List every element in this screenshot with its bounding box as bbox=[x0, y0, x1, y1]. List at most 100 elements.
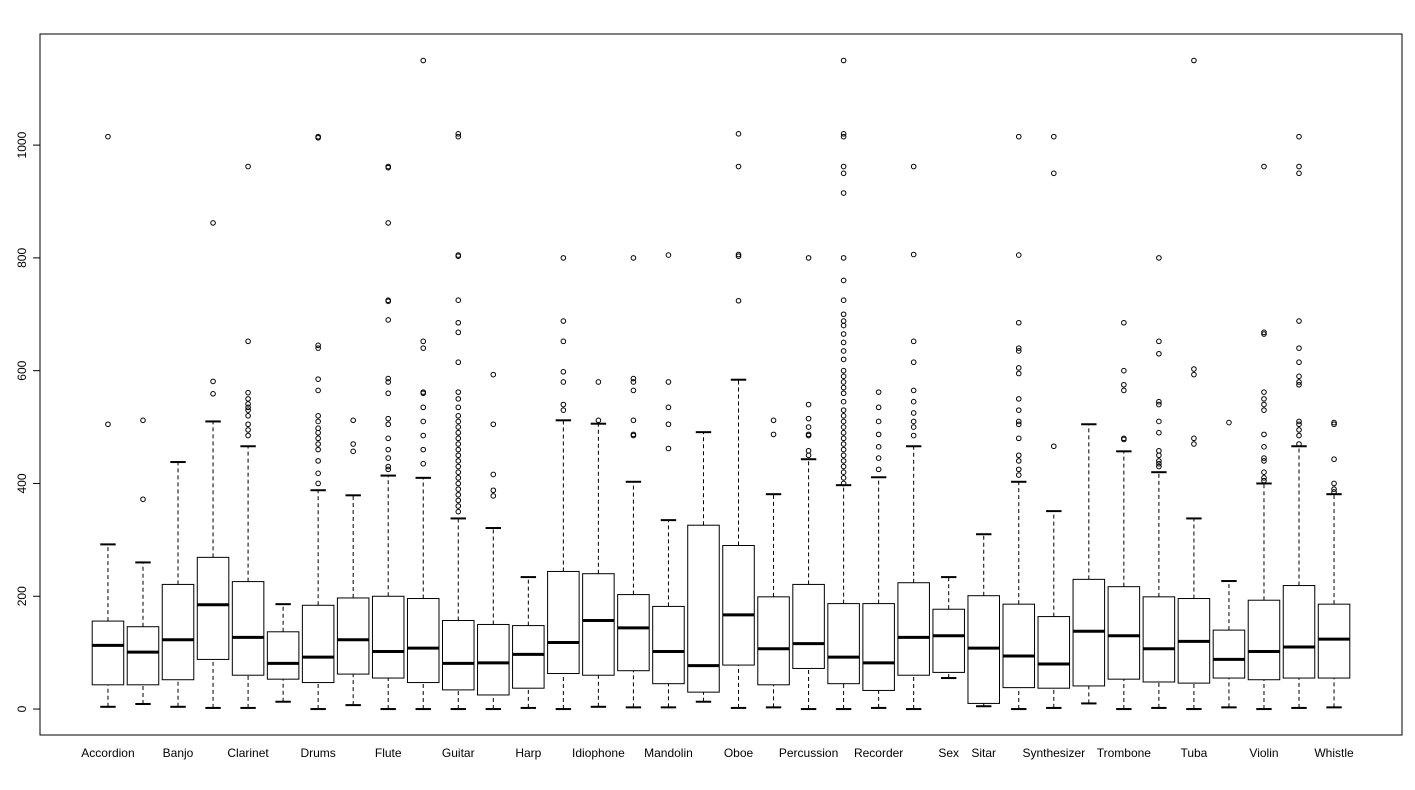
x-tick-label: Sex bbox=[938, 746, 959, 760]
outlier bbox=[1261, 475, 1267, 481]
outlier bbox=[1261, 469, 1267, 475]
outlier bbox=[560, 379, 567, 385]
outlier bbox=[1331, 456, 1337, 463]
outlier bbox=[455, 435, 462, 442]
outlier bbox=[385, 390, 392, 397]
outlier bbox=[385, 446, 392, 453]
outlier bbox=[1121, 436, 1127, 443]
outlier bbox=[245, 421, 251, 428]
outlier bbox=[315, 429, 321, 436]
outlier bbox=[840, 435, 847, 442]
outlier bbox=[840, 297, 847, 303]
outlier bbox=[1191, 371, 1197, 378]
outlier bbox=[840, 318, 847, 324]
outlier bbox=[455, 131, 462, 137]
outlier bbox=[875, 466, 882, 473]
outlier bbox=[875, 431, 882, 438]
outlier bbox=[560, 407, 567, 413]
outlier bbox=[1261, 163, 1267, 170]
plot-frame bbox=[39, 33, 1403, 736]
outlier bbox=[1015, 252, 1022, 258]
outlier bbox=[735, 163, 742, 170]
outlier bbox=[840, 424, 847, 430]
box bbox=[512, 625, 545, 689]
outlier bbox=[385, 463, 392, 470]
outlier bbox=[840, 131, 847, 137]
outlier bbox=[840, 441, 847, 447]
outlier bbox=[735, 253, 742, 259]
outlier bbox=[840, 356, 847, 363]
outlier bbox=[385, 317, 392, 323]
outlier bbox=[455, 452, 462, 459]
outlier bbox=[1261, 396, 1267, 402]
outlier bbox=[910, 418, 917, 425]
outlier bbox=[805, 447, 812, 454]
outlier bbox=[840, 57, 847, 64]
outlier bbox=[840, 170, 847, 177]
outlier bbox=[840, 348, 847, 354]
outlier bbox=[840, 379, 847, 385]
outlier bbox=[1331, 419, 1337, 426]
outlier bbox=[1261, 431, 1267, 438]
outlier bbox=[910, 359, 917, 366]
outlier bbox=[910, 410, 917, 416]
outlier bbox=[630, 387, 637, 394]
outlier bbox=[840, 463, 847, 470]
outlier bbox=[455, 404, 462, 411]
outlier bbox=[630, 432, 637, 439]
outlier bbox=[910, 163, 917, 170]
outlier bbox=[490, 421, 497, 428]
outlier bbox=[1050, 170, 1057, 177]
outlier bbox=[315, 425, 321, 432]
x-tick-label: Tuba bbox=[1180, 746, 1207, 760]
outlier bbox=[665, 421, 672, 428]
outlier bbox=[630, 417, 637, 424]
outlier bbox=[1156, 460, 1162, 467]
x-tick-label: Trombone bbox=[1097, 746, 1152, 760]
outlier bbox=[560, 401, 567, 408]
x-tick-label: Flute bbox=[375, 746, 402, 760]
outlier bbox=[455, 458, 462, 464]
outlier bbox=[1121, 367, 1127, 374]
y-tick-label: 600 bbox=[15, 360, 29, 380]
outlier bbox=[315, 480, 321, 487]
outlier bbox=[315, 376, 321, 382]
outlier bbox=[140, 496, 146, 503]
outlier bbox=[245, 432, 251, 439]
outlier bbox=[1015, 370, 1022, 377]
outlier bbox=[420, 345, 427, 351]
outlier bbox=[455, 424, 462, 430]
outlier bbox=[1121, 319, 1127, 326]
outlier bbox=[210, 378, 216, 385]
outlier bbox=[315, 446, 321, 453]
box bbox=[1317, 603, 1351, 679]
outlier bbox=[315, 134, 321, 141]
outlier bbox=[875, 404, 882, 411]
box bbox=[1247, 599, 1281, 681]
outlier bbox=[455, 319, 462, 326]
outlier bbox=[840, 384, 847, 391]
outlier bbox=[105, 421, 111, 428]
outlier bbox=[1261, 458, 1267, 464]
outlier bbox=[1156, 418, 1162, 425]
outlier bbox=[735, 251, 742, 258]
outlier bbox=[1261, 455, 1267, 461]
box bbox=[91, 620, 125, 686]
outlier bbox=[1191, 441, 1197, 447]
outlier bbox=[840, 446, 847, 453]
outlier bbox=[840, 429, 847, 436]
outlier bbox=[420, 418, 427, 425]
outlier bbox=[1015, 407, 1022, 413]
outlier bbox=[455, 133, 462, 140]
outlier bbox=[385, 435, 392, 442]
box bbox=[336, 597, 370, 675]
box bbox=[1037, 616, 1071, 689]
box bbox=[477, 623, 510, 696]
x-tick-label: Accordion bbox=[81, 746, 134, 760]
outlier bbox=[735, 297, 742, 304]
outlier bbox=[840, 277, 847, 284]
outlier bbox=[210, 220, 216, 226]
outlier bbox=[1331, 489, 1337, 495]
outlier bbox=[1156, 458, 1162, 464]
